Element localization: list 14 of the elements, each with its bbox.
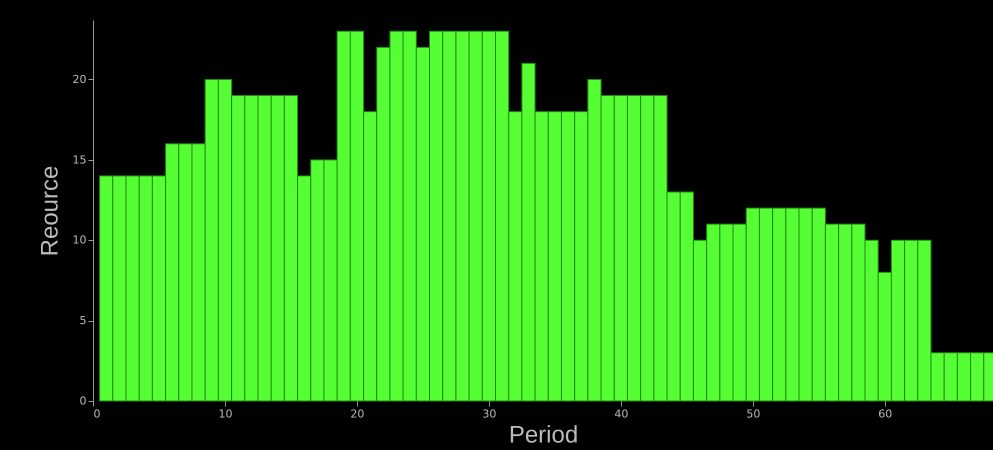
y-axis-title: Reource [36, 166, 64, 256]
y-tick-label: 15 [72, 153, 86, 166]
y-tick-label: 10 [72, 234, 86, 247]
x-tick-label: 40 [614, 408, 628, 420]
x-tick-label: 60 [878, 408, 892, 420]
y-tick-label: 0 [80, 394, 86, 408]
x-axis-title: Period [508, 422, 578, 448]
x-tick-label: 50 [746, 408, 760, 420]
y-tick-label: 20 [72, 72, 86, 86]
x-tick-label: 20 [350, 408, 364, 420]
x-tick-label: 0 [94, 408, 100, 420]
y-tick-label: 5 [80, 314, 86, 328]
x-tick-label: 30 [482, 408, 496, 420]
x-tick-label: 10 [218, 408, 232, 420]
